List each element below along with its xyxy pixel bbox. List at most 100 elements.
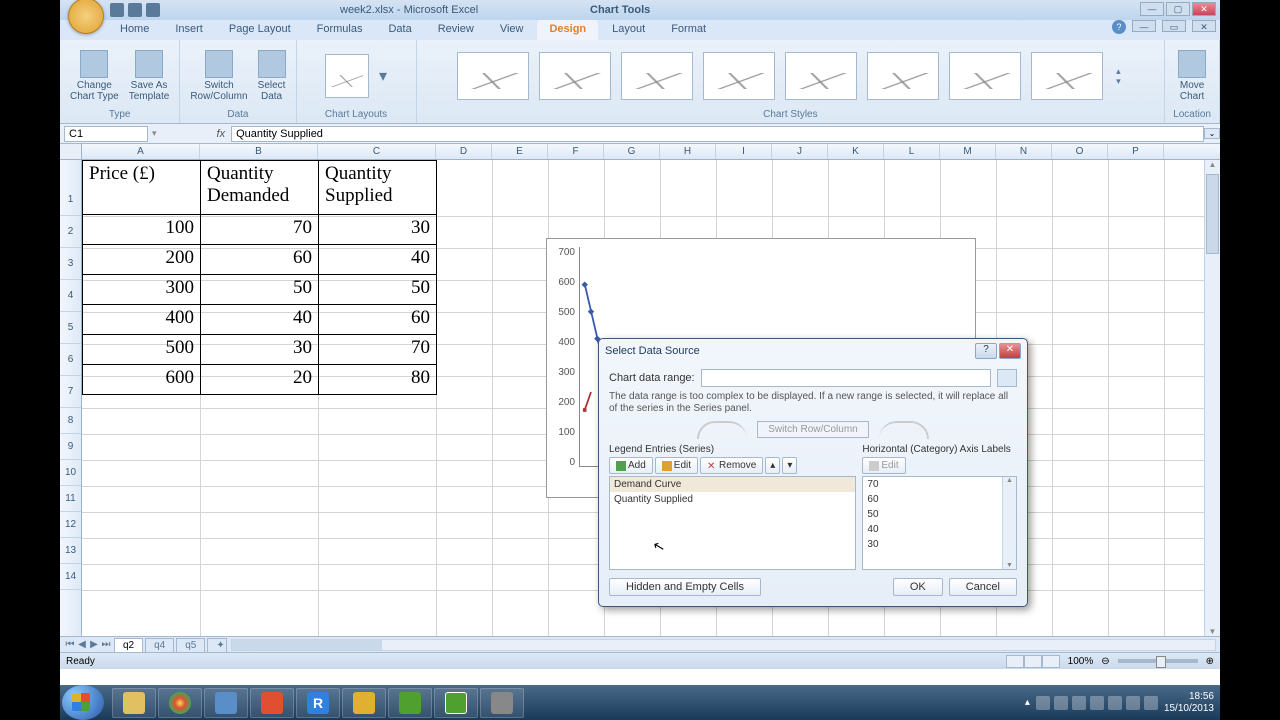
cell[interactable]: Quantity Demanded bbox=[201, 161, 319, 215]
tray-icon[interactable] bbox=[1108, 696, 1122, 710]
select-data-button[interactable]: SelectData bbox=[256, 48, 288, 104]
col-header[interactable]: C bbox=[318, 144, 436, 159]
col-header[interactable]: J bbox=[772, 144, 828, 159]
switch-row-column-button[interactable]: SwitchRow/Column bbox=[188, 48, 249, 104]
tray-clock[interactable]: 18:56 15/10/2013 bbox=[1164, 691, 1214, 715]
row-header[interactable]: 12 bbox=[60, 512, 81, 538]
cell[interactable]: 60 bbox=[319, 305, 437, 335]
series-remove-button[interactable]: ✕Remove bbox=[700, 457, 763, 474]
cell[interactable]: 400 bbox=[83, 305, 201, 335]
taskbar-item[interactable]: R bbox=[296, 688, 340, 718]
help-icon[interactable]: ? bbox=[1112, 20, 1126, 34]
name-box[interactable] bbox=[64, 126, 148, 142]
row-header[interactable]: 2 bbox=[60, 216, 81, 248]
taskbar-item[interactable] bbox=[434, 688, 478, 718]
cell[interactable]: 50 bbox=[319, 275, 437, 305]
horizontal-scrollbar[interactable] bbox=[231, 639, 1216, 651]
cancel-button[interactable]: Cancel bbox=[949, 578, 1017, 596]
switch-row-column-dialog-button[interactable]: Switch Row/Column bbox=[757, 421, 868, 438]
maximize-button[interactable]: ▢ bbox=[1166, 2, 1190, 16]
fx-icon[interactable]: fx bbox=[217, 128, 226, 140]
cell[interactable]: 30 bbox=[201, 335, 319, 365]
col-header[interactable]: A bbox=[82, 144, 200, 159]
qat-redo-icon[interactable] bbox=[146, 3, 160, 17]
col-header[interactable]: K bbox=[828, 144, 884, 159]
series-list[interactable]: Demand Curve Quantity Supplied bbox=[609, 476, 856, 570]
ok-button[interactable]: OK bbox=[893, 578, 943, 596]
doc-minimize-button[interactable]: — bbox=[1132, 20, 1156, 32]
tray-show-hidden-icon[interactable]: ▴ bbox=[1025, 697, 1030, 708]
row-header[interactable]: 10 bbox=[60, 460, 81, 486]
sheet-tab-active[interactable]: q2 bbox=[114, 638, 143, 652]
sheet-nav-prev-icon[interactable]: ◀ bbox=[76, 639, 88, 650]
row-header[interactable]: 9 bbox=[60, 434, 81, 460]
axis-item[interactable]: 60 bbox=[863, 492, 1016, 507]
dialog-help-button[interactable]: ? bbox=[975, 343, 997, 359]
tab-insert[interactable]: Insert bbox=[163, 20, 215, 40]
start-button[interactable] bbox=[62, 685, 104, 720]
doc-restore-button[interactable]: ▭ bbox=[1162, 20, 1186, 32]
sheet-nav-last-icon[interactable]: ⏭ bbox=[100, 639, 112, 650]
chart-style-thumb[interactable] bbox=[867, 52, 939, 100]
cell[interactable]: 50 bbox=[201, 275, 319, 305]
cell[interactable]: 30 bbox=[319, 215, 437, 245]
cell[interactable]: 60 bbox=[201, 245, 319, 275]
row-header[interactable]: 5 bbox=[60, 312, 81, 344]
vertical-scrollbar[interactable]: ▲ ▼ bbox=[1204, 160, 1220, 636]
tab-data[interactable]: Data bbox=[376, 20, 423, 40]
sheet-nav-first-icon[interactable]: ⏮ bbox=[64, 639, 76, 650]
zoom-in-button[interactable]: ⊕ bbox=[1206, 656, 1214, 667]
cell[interactable]: 40 bbox=[319, 245, 437, 275]
zoom-out-button[interactable]: ⊖ bbox=[1101, 656, 1109, 667]
axis-edit-button[interactable]: Edit bbox=[862, 457, 905, 474]
chart-style-thumb[interactable] bbox=[539, 52, 611, 100]
col-header[interactable]: O bbox=[1052, 144, 1108, 159]
tray-icon[interactable] bbox=[1090, 696, 1104, 710]
cell[interactable]: 100 bbox=[83, 215, 201, 245]
chart-style-thumb[interactable] bbox=[949, 52, 1021, 100]
col-header[interactable]: N bbox=[996, 144, 1052, 159]
range-selector-button[interactable] bbox=[997, 369, 1017, 387]
series-edit-button[interactable]: Edit bbox=[655, 457, 698, 474]
sheet-tab[interactable]: q5 bbox=[176, 638, 205, 652]
tab-review[interactable]: Review bbox=[426, 20, 486, 40]
col-header[interactable]: F bbox=[548, 144, 604, 159]
tab-layout[interactable]: Layout bbox=[600, 20, 657, 40]
hidden-cells-button[interactable]: Hidden and Empty Cells bbox=[609, 578, 761, 596]
row-header[interactable]: 8 bbox=[60, 408, 81, 434]
series-down-button[interactable]: ▾ bbox=[782, 457, 797, 474]
axis-list-scrollbar[interactable] bbox=[1002, 477, 1016, 569]
row-header[interactable]: 4 bbox=[60, 280, 81, 312]
cell[interactable]: 200 bbox=[83, 245, 201, 275]
tab-home[interactable]: Home bbox=[108, 20, 161, 40]
cell[interactable]: 500 bbox=[83, 335, 201, 365]
col-header[interactable]: B bbox=[200, 144, 318, 159]
cell[interactable]: 70 bbox=[201, 215, 319, 245]
qat-save-icon[interactable] bbox=[110, 3, 124, 17]
cell[interactable]: Quantity Supplied bbox=[319, 161, 437, 215]
row-header[interactable]: 11 bbox=[60, 486, 81, 512]
col-header[interactable]: I bbox=[716, 144, 772, 159]
tab-view[interactable]: View bbox=[488, 20, 536, 40]
cell[interactable]: 80 bbox=[319, 365, 437, 395]
series-item[interactable]: Demand Curve bbox=[610, 477, 855, 492]
zoom-slider[interactable] bbox=[1118, 659, 1198, 663]
tray-icon[interactable] bbox=[1036, 696, 1050, 710]
tray-icon[interactable] bbox=[1144, 696, 1158, 710]
tab-page-layout[interactable]: Page Layout bbox=[217, 20, 303, 40]
chart-range-input[interactable] bbox=[701, 369, 991, 387]
chart-style-thumb[interactable] bbox=[621, 52, 693, 100]
col-header[interactable]: H bbox=[660, 144, 716, 159]
series-item[interactable]: Quantity Supplied bbox=[610, 492, 855, 507]
row-header[interactable]: 14 bbox=[60, 564, 81, 590]
taskbar-item[interactable] bbox=[250, 688, 294, 718]
change-chart-type-button[interactable]: ChangeChart Type bbox=[68, 48, 121, 104]
chart-style-thumb[interactable] bbox=[785, 52, 857, 100]
col-header[interactable]: D bbox=[436, 144, 492, 159]
close-button[interactable]: ✕ bbox=[1192, 2, 1216, 16]
taskbar-item[interactable] bbox=[204, 688, 248, 718]
col-header[interactable]: M bbox=[940, 144, 996, 159]
formula-expand-button[interactable]: ⌄ bbox=[1204, 128, 1220, 139]
row-header[interactable]: 1 bbox=[60, 160, 81, 216]
save-as-template-button[interactable]: Save AsTemplate bbox=[127, 48, 172, 104]
